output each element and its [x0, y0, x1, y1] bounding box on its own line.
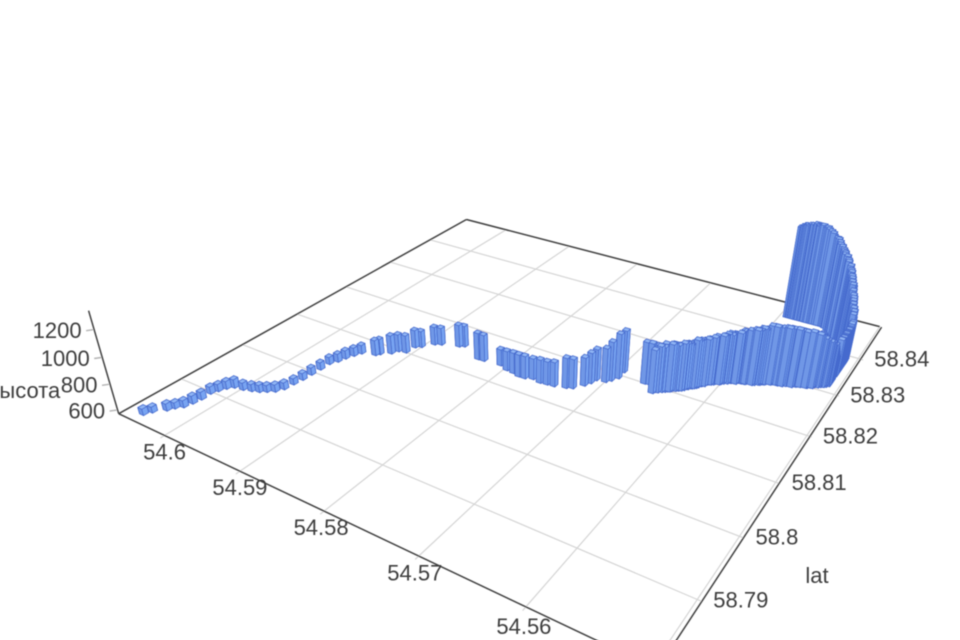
svg-text:58.83: 58.83 [850, 383, 905, 408]
svg-text:54.57: 54.57 [387, 561, 442, 586]
svg-text:600: 600 [68, 398, 105, 423]
svg-text:высота: высота [0, 378, 61, 403]
svg-text:54.58: 54.58 [294, 515, 349, 540]
svg-text:58.84: 58.84 [874, 347, 929, 372]
svg-text:58.8: 58.8 [756, 524, 799, 549]
svg-text:54.56: 54.56 [496, 614, 551, 639]
svg-text:58.81: 58.81 [792, 470, 847, 495]
svg-text:800: 800 [61, 373, 98, 398]
svg-text:58.82: 58.82 [823, 423, 878, 448]
svg-text:1000: 1000 [41, 346, 90, 371]
svg-text:1200: 1200 [33, 318, 82, 343]
svg-text:58.79: 58.79 [713, 588, 768, 613]
svg-text:54.59: 54.59 [212, 475, 267, 500]
svg-text:lat: lat [805, 563, 828, 588]
svg-text:54.6: 54.6 [143, 439, 186, 464]
